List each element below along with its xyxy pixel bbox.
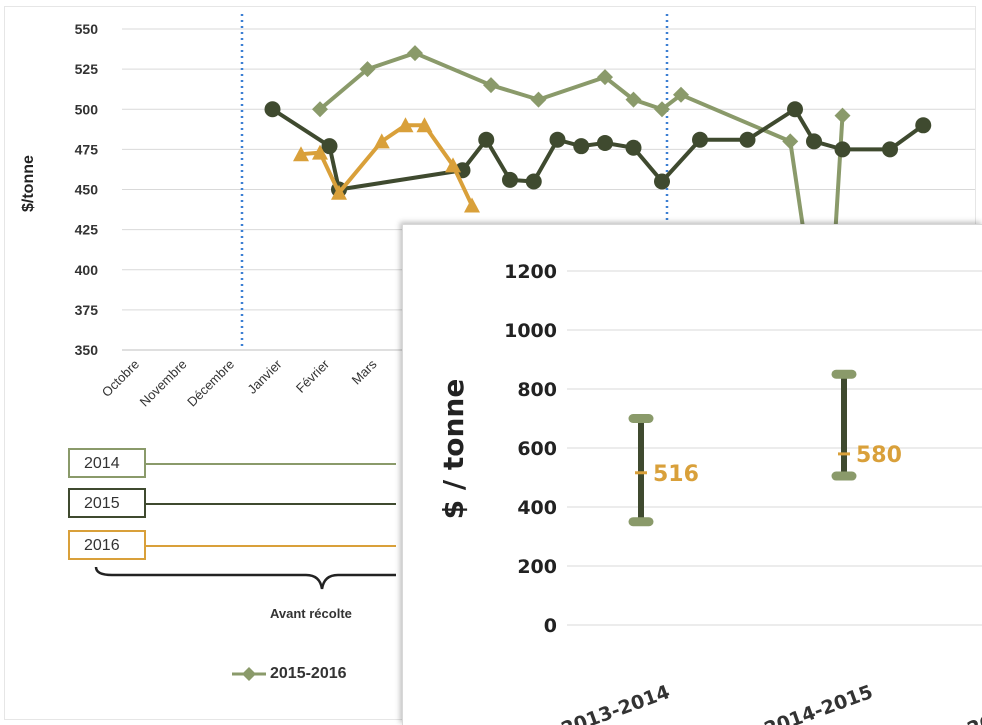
data-point — [397, 117, 414, 133]
data-point — [312, 144, 328, 160]
data-point — [359, 61, 376, 78]
data-point — [692, 131, 708, 148]
data-point — [416, 117, 433, 133]
data-point — [834, 107, 851, 124]
data-point — [654, 173, 670, 190]
year-line-2014 — [146, 463, 396, 465]
front-range-chart: 1200 1000 800 600 400 200 0 $ / tonne 2013-2014 2… — [437, 261, 982, 725]
x-tick-label: Octobre — [99, 357, 142, 400]
year-box-2015: 2015 — [68, 488, 146, 518]
data-point — [573, 138, 590, 155]
y-tick-label: 375 — [75, 302, 99, 318]
data-point — [293, 146, 309, 162]
y-tick-label: 450 — [75, 182, 99, 198]
y-tick-label: 400 — [75, 262, 99, 278]
x-tick-label: Décembre — [184, 357, 237, 410]
data-point — [882, 141, 898, 158]
legend-diamond-icon — [232, 666, 266, 682]
data-point — [673, 86, 689, 103]
data-point — [312, 101, 328, 118]
data-point — [530, 91, 547, 108]
x-tick-label: 2015-2016 — [964, 681, 982, 725]
brace-shape — [94, 566, 396, 590]
data-point — [787, 101, 803, 118]
y-axis-label: $ / tonne — [437, 379, 470, 520]
y-tick-label: 400 — [517, 497, 557, 519]
data-point — [597, 134, 613, 151]
data-point — [549, 131, 566, 148]
y-tick-label: 200 — [517, 556, 557, 578]
data-point — [407, 45, 423, 62]
x-tick-label: 2013-2014 — [558, 681, 672, 725]
y-tick-label: 350 — [75, 342, 99, 358]
series-line-3 — [300, 123, 474, 207]
data-point — [625, 139, 642, 156]
data-point — [373, 133, 390, 149]
y-tick-label: 500 — [75, 101, 99, 117]
data-point — [483, 77, 499, 94]
back-legend: 2015-2016 — [232, 662, 347, 686]
back-y-axis-label: $/tonne — [20, 155, 37, 212]
x-tick-label: 2014-2015 — [761, 681, 875, 725]
brace-annotation: Avant récolte — [270, 606, 352, 621]
y-tick-label: 525 — [75, 61, 99, 77]
data-point — [502, 171, 518, 188]
year-line-2016 — [146, 545, 396, 547]
y-tick-label: 475 — [75, 141, 99, 157]
mean-label: 516 — [653, 462, 699, 487]
y-tick-label: 1200 — [504, 261, 557, 283]
data-point — [806, 133, 822, 150]
x-tick-label: Mars — [349, 356, 380, 387]
year-box-2014: 2014 — [68, 448, 146, 478]
data-point — [464, 197, 480, 213]
y-tick-label: 800 — [517, 379, 557, 401]
y-tick-label: 0 — [544, 615, 557, 637]
data-point — [331, 184, 347, 200]
x-tick-label: Janvier — [244, 356, 285, 397]
year-box-2016: 2016 — [68, 530, 146, 560]
y-tick-label: 425 — [75, 222, 99, 238]
data-point — [834, 141, 851, 158]
front-chart-panel: 1200 1000 800 600 400 200 0 $ / tonne 2013-2014 2… — [402, 224, 982, 725]
data-point — [739, 131, 756, 148]
data-point — [597, 69, 613, 86]
data-point — [445, 157, 461, 173]
data-point — [625, 91, 642, 108]
year-line-2015 — [146, 503, 396, 505]
y-tick-label: 1000 — [504, 320, 557, 342]
data-point — [478, 131, 495, 148]
data-point — [525, 173, 542, 190]
data-point — [782, 133, 799, 150]
legend-label: 2015-2016 — [270, 665, 347, 682]
x-tick-label: Novembre — [137, 357, 190, 410]
data-point — [264, 101, 281, 118]
data-point — [654, 101, 670, 118]
x-tick-label: Février — [293, 356, 333, 396]
y-tick-label: 550 — [75, 21, 99, 37]
data-point — [321, 138, 338, 155]
mean-label: 580 — [856, 443, 902, 468]
y-tick-label: 600 — [517, 438, 557, 460]
data-point — [915, 117, 932, 134]
